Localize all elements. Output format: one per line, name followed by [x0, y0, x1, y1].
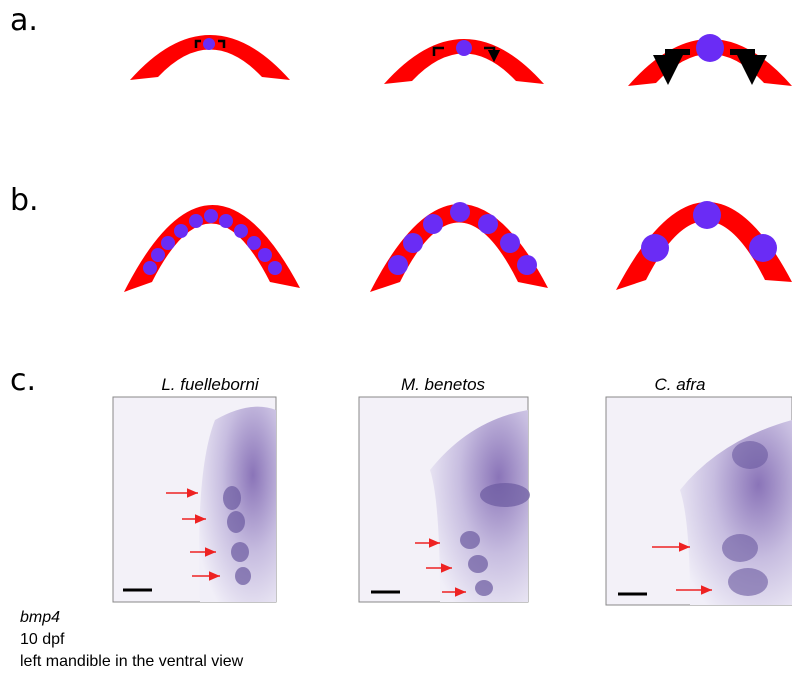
- arch-diagram: [384, 39, 544, 84]
- arch-diagram: [616, 201, 792, 290]
- panel-label: c.: [10, 363, 36, 398]
- figure: a. b. c. L. fuelleborni M. benetos C. af…: [0, 0, 792, 675]
- panel-label: a.: [10, 3, 38, 38]
- caption-stage: 10 dpf: [20, 631, 65, 648]
- species-name: L. fuelleborni: [161, 375, 260, 394]
- species-name: M. benetos: [401, 375, 486, 394]
- species-name: C. afra: [654, 375, 705, 394]
- arch-diagram: [628, 34, 792, 86]
- micrograph: [606, 397, 792, 605]
- micrograph: [113, 397, 276, 602]
- panel-label: b.: [10, 183, 39, 218]
- caption-view: left mandible in the ventral view: [20, 653, 244, 670]
- micrograph: [359, 397, 530, 602]
- caption-gene: bmp4: [20, 609, 60, 626]
- arch-diagram: [130, 35, 290, 80]
- arch-diagram: [370, 202, 548, 292]
- arch-diagram: [124, 205, 300, 292]
